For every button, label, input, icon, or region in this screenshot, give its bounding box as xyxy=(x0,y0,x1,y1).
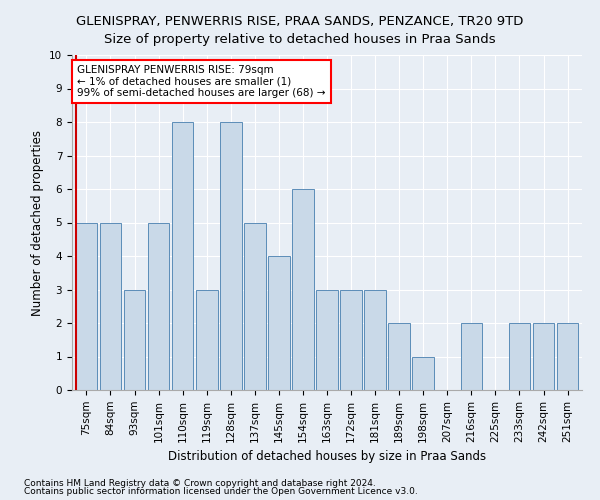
Bar xyxy=(124,290,145,390)
Text: Contains public sector information licensed under the Open Government Licence v3: Contains public sector information licen… xyxy=(24,487,418,496)
Bar xyxy=(196,290,218,390)
Bar xyxy=(340,290,362,390)
Bar xyxy=(220,122,242,390)
Bar xyxy=(412,356,434,390)
Bar xyxy=(172,122,193,390)
Bar xyxy=(364,290,386,390)
Bar xyxy=(292,189,314,390)
Bar xyxy=(316,290,338,390)
X-axis label: Distribution of detached houses by size in Praa Sands: Distribution of detached houses by size … xyxy=(168,450,486,463)
Bar xyxy=(557,323,578,390)
Text: GLENISPRAY PENWERRIS RISE: 79sqm
← 1% of detached houses are smaller (1)
99% of : GLENISPRAY PENWERRIS RISE: 79sqm ← 1% of… xyxy=(77,65,326,98)
Text: Size of property relative to detached houses in Praa Sands: Size of property relative to detached ho… xyxy=(104,32,496,46)
Bar xyxy=(461,323,482,390)
Bar xyxy=(388,323,410,390)
Text: GLENISPRAY, PENWERRIS RISE, PRAA SANDS, PENZANCE, TR20 9TD: GLENISPRAY, PENWERRIS RISE, PRAA SANDS, … xyxy=(76,15,524,28)
Bar xyxy=(100,222,121,390)
Bar xyxy=(148,222,169,390)
Bar xyxy=(268,256,290,390)
Bar xyxy=(533,323,554,390)
Y-axis label: Number of detached properties: Number of detached properties xyxy=(31,130,44,316)
Bar xyxy=(509,323,530,390)
Bar xyxy=(244,222,266,390)
Text: Contains HM Land Registry data © Crown copyright and database right 2024.: Contains HM Land Registry data © Crown c… xyxy=(24,478,376,488)
Bar xyxy=(76,222,97,390)
